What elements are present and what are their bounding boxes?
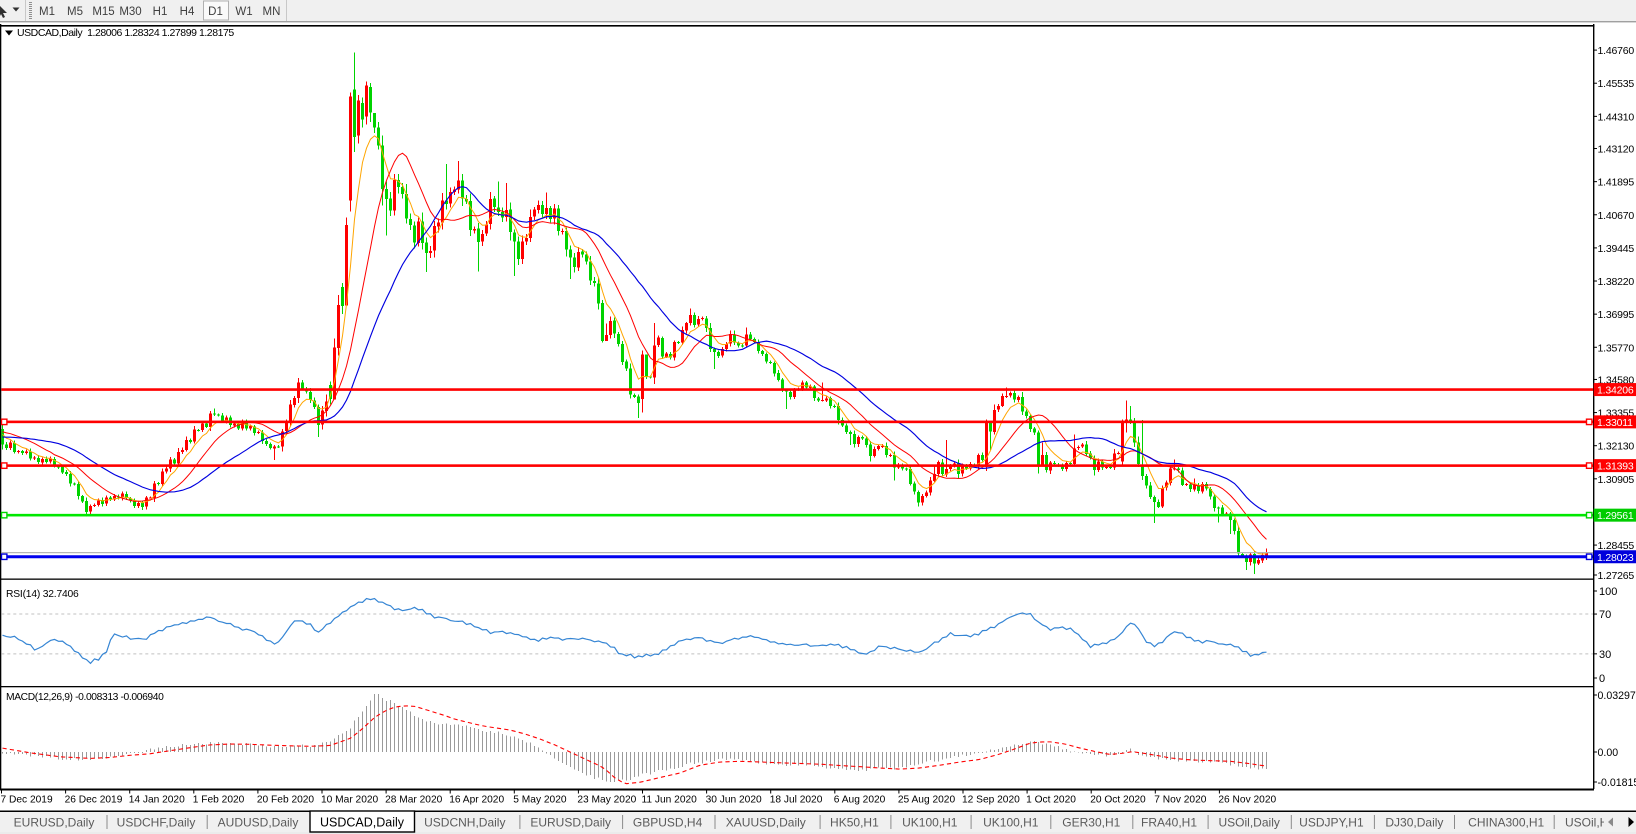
svg-text:0.00: 0.00 <box>1598 747 1619 759</box>
svg-text:M1: M1 <box>39 6 55 18</box>
svg-text:28 Mar 2020: 28 Mar 2020 <box>385 795 443 806</box>
svg-text:11 Jun 2020: 11 Jun 2020 <box>642 795 698 806</box>
svg-text:16 Apr 2020: 16 Apr 2020 <box>449 795 504 806</box>
svg-text:7 Dec 2019: 7 Dec 2019 <box>1 795 53 806</box>
svg-text:D1: D1 <box>208 6 223 18</box>
svg-text:1.27265: 1.27265 <box>1598 570 1635 582</box>
svg-text:1.40670: 1.40670 <box>1598 210 1635 222</box>
svg-text:H1: H1 <box>153 6 168 18</box>
svg-text:1.33011: 1.33011 <box>1597 417 1633 429</box>
svg-text:26 Nov 2020: 26 Nov 2020 <box>1218 795 1276 806</box>
svg-text:AUDUSD,Daily: AUDUSD,Daily <box>218 816 299 830</box>
svg-text:MACD(12,26,9) -0.008313 -0.006: MACD(12,26,9) -0.008313 -0.006940 <box>6 692 164 703</box>
svg-text:1.39445: 1.39445 <box>1598 243 1635 255</box>
svg-text:7 Nov 2020: 7 Nov 2020 <box>1154 795 1206 806</box>
svg-text:1 Oct 2020: 1 Oct 2020 <box>1026 795 1076 806</box>
svg-text:USDCAD,Daily 1.28006 1.28324: USDCAD,Daily 1.28006 1.28324 1.27899 1.2… <box>17 27 234 39</box>
svg-text:1.46760: 1.46760 <box>1598 45 1635 57</box>
svg-text:1.34206: 1.34206 <box>1597 385 1634 397</box>
svg-text:XAUUSD,Daily: XAUUSD,Daily <box>726 816 806 830</box>
svg-text:RSI(14) 32.7406: RSI(14) 32.7406 <box>6 589 79 600</box>
svg-text:0: 0 <box>1599 673 1605 685</box>
svg-text:M5: M5 <box>67 6 83 18</box>
svg-text:1.35770: 1.35770 <box>1598 342 1635 354</box>
svg-text:6 Aug 2020: 6 Aug 2020 <box>834 795 886 806</box>
svg-text:1.31393: 1.31393 <box>1597 461 1634 473</box>
svg-text:30 Jun 2020: 30 Jun 2020 <box>706 795 762 806</box>
svg-text:MN: MN <box>263 6 281 18</box>
svg-text:1.36995: 1.36995 <box>1598 309 1635 321</box>
svg-text:20 Feb 2020: 20 Feb 2020 <box>257 795 315 806</box>
svg-text:1.43120: 1.43120 <box>1598 144 1635 156</box>
svg-text:1.30905: 1.30905 <box>1598 474 1635 486</box>
svg-text:1.45535: 1.45535 <box>1598 78 1635 90</box>
svg-text:1.32130: 1.32130 <box>1598 441 1635 453</box>
svg-text:70: 70 <box>1599 609 1611 621</box>
svg-text:1 Feb 2020: 1 Feb 2020 <box>193 795 245 806</box>
svg-text:1.41895: 1.41895 <box>1598 177 1635 189</box>
svg-text:GER30,H1: GER30,H1 <box>1062 816 1120 830</box>
svg-text:25 Aug 2020: 25 Aug 2020 <box>898 795 956 806</box>
svg-text:USDCNH,Daily: USDCNH,Daily <box>424 816 505 830</box>
svg-text:USOil,H1: USOil,H1 <box>1565 816 1615 830</box>
svg-text:0.032972: 0.032972 <box>1598 690 1636 702</box>
svg-text:EURUSD,Daily: EURUSD,Daily <box>14 816 95 830</box>
svg-text:M30: M30 <box>119 6 141 18</box>
svg-text:H4: H4 <box>180 6 195 18</box>
svg-text:5 May 2020: 5 May 2020 <box>513 795 567 806</box>
svg-text:DJ30,Daily: DJ30,Daily <box>1385 816 1443 830</box>
svg-text:20 Oct 2020: 20 Oct 2020 <box>1090 795 1146 806</box>
svg-text:1.28455: 1.28455 <box>1598 540 1635 552</box>
svg-text:30: 30 <box>1599 649 1611 661</box>
svg-text:USOil,Daily: USOil,Daily <box>1219 816 1280 830</box>
svg-text:GBPUSD,H4: GBPUSD,H4 <box>633 816 703 830</box>
svg-text:18 Jul 2020: 18 Jul 2020 <box>770 795 823 806</box>
svg-text:HK50,H1: HK50,H1 <box>830 816 879 830</box>
svg-text:UK100,H1: UK100,H1 <box>902 816 958 830</box>
svg-text:1.44310: 1.44310 <box>1598 111 1635 123</box>
svg-text:W1: W1 <box>235 6 252 18</box>
svg-text:UK100,H1: UK100,H1 <box>983 816 1039 830</box>
svg-text:10 Mar 2020: 10 Mar 2020 <box>321 795 379 806</box>
svg-text:USDJPY,H1: USDJPY,H1 <box>1299 816 1364 830</box>
svg-text:FRA40,H1: FRA40,H1 <box>1141 816 1197 830</box>
svg-text:1.38220: 1.38220 <box>1598 276 1635 288</box>
svg-text:23 May 2020: 23 May 2020 <box>577 795 636 806</box>
svg-text:-0.018154: -0.018154 <box>1598 777 1636 789</box>
svg-text:CHINA300,H1: CHINA300,H1 <box>1468 816 1544 830</box>
svg-text:EURUSD,Daily: EURUSD,Daily <box>530 816 611 830</box>
svg-text:M15: M15 <box>92 6 114 18</box>
svg-text:USDCHF,Daily: USDCHF,Daily <box>117 816 196 830</box>
svg-text:14 Jan 2020: 14 Jan 2020 <box>129 795 185 806</box>
svg-text:100: 100 <box>1599 586 1617 598</box>
svg-text:1.28023: 1.28023 <box>1597 552 1634 564</box>
svg-text:12 Sep 2020: 12 Sep 2020 <box>962 795 1020 806</box>
svg-text:USDCAD,Daily: USDCAD,Daily <box>320 816 405 830</box>
svg-text:1.29561: 1.29561 <box>1597 510 1634 522</box>
svg-text:26 Dec 2019: 26 Dec 2019 <box>65 795 123 806</box>
